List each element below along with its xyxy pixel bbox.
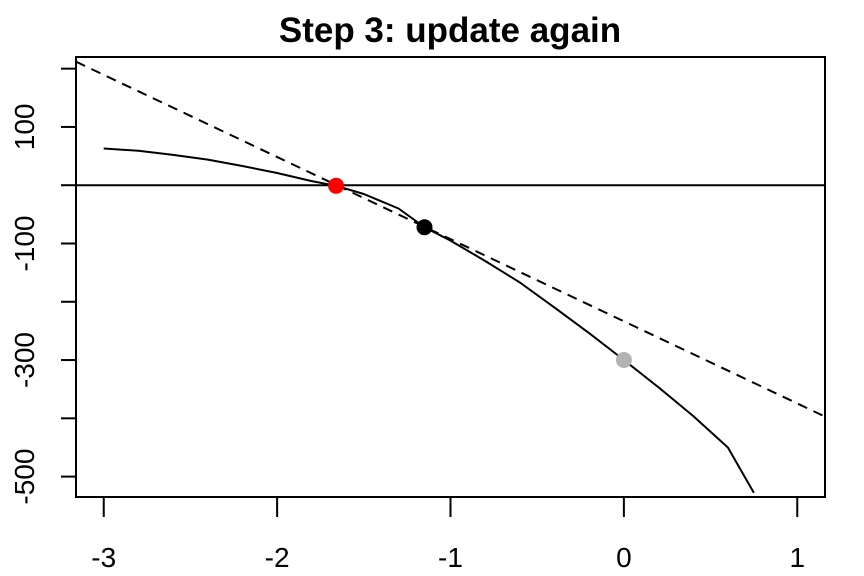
y-axis: -500 -300 -100 100 bbox=[9, 67, 77, 505]
data-point-3 bbox=[328, 177, 345, 194]
y-tick-label: -300 bbox=[9, 332, 40, 388]
x-tick-label: -1 bbox=[438, 542, 463, 573]
x-tick-label: 0 bbox=[616, 542, 632, 573]
x-tick-label: -2 bbox=[265, 542, 290, 573]
y-tick-label: -100 bbox=[9, 215, 40, 271]
data-point-1 bbox=[615, 352, 632, 368]
x-tick-label: -3 bbox=[91, 542, 116, 573]
points-layer bbox=[328, 177, 632, 368]
chart-title: Step 3: update again bbox=[279, 11, 621, 50]
data-point-2 bbox=[416, 219, 433, 236]
y-tick-label: -500 bbox=[9, 449, 40, 505]
series-tangent-line bbox=[76, 60, 825, 418]
y-tick-label: 100 bbox=[9, 104, 40, 151]
x-tick-label: 1 bbox=[789, 542, 805, 573]
x-axis: -3 -2 -1 0 1 bbox=[91, 496, 805, 573]
